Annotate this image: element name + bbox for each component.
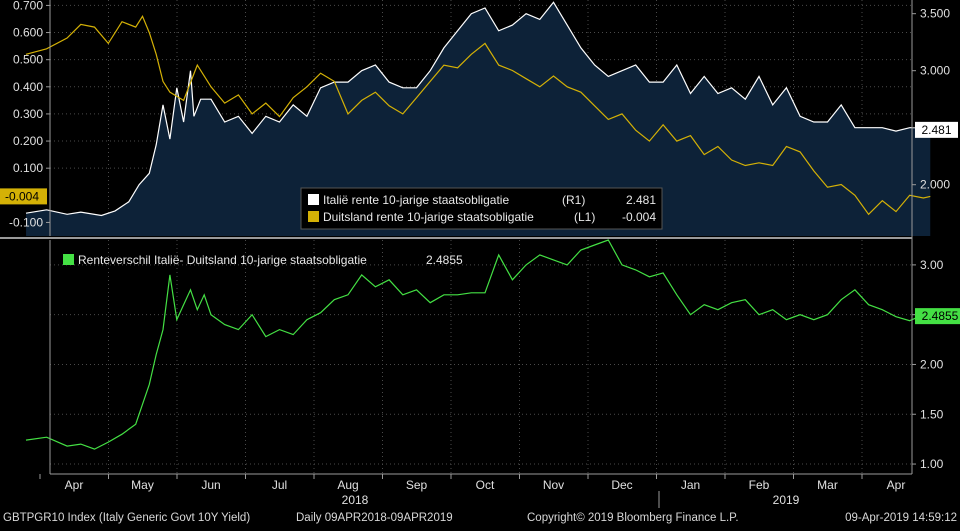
series-line-germany — [25, 15, 931, 216]
ytick-label-right-bottom: 3.00 — [920, 258, 944, 272]
legend-label-spread: Renteverschil Italië- Duitsland 10-jarig… — [78, 253, 367, 267]
xtick-label: Dec — [611, 478, 632, 492]
xtick-label: Mar — [817, 478, 838, 492]
last-value-italy-box — [915, 121, 958, 138]
last-value-spread: 2.4855 — [922, 309, 959, 323]
legend-swatch-italy — [308, 194, 319, 205]
legend-value-germany: -0.004 — [622, 210, 656, 224]
last-value-germany-box — [0, 188, 47, 205]
ytick-label-right-top: 2.000 — [920, 178, 950, 192]
year-label-2019: 2019 — [773, 493, 800, 507]
footer-range: Daily 09APR2018-09APR2019 — [296, 512, 453, 524]
ytick-label-left: 0.500 — [13, 53, 43, 67]
top-legend-box — [300, 187, 663, 230]
legend-value-italy: 2.481 — [626, 193, 656, 207]
ytick-label-left: 0.300 — [13, 107, 43, 121]
last-value-germany: -0.004 — [5, 189, 39, 203]
footer-timestamp: 09-Apr-2019 14:59:12 — [845, 512, 957, 524]
legend-axis-germany: (L1) — [574, 210, 595, 224]
legend-axis-italy: (R1) — [562, 193, 585, 207]
ytick-label-left: 0.700 — [13, 0, 43, 12]
series-line-spread — [25, 239, 931, 450]
xtick-label: May — [131, 478, 154, 492]
top-legend: Italië rente 10-jarige staatsobligatie (… — [300, 187, 663, 230]
last-value-italy: 2.481 — [921, 123, 951, 137]
footer-security: GBTPGR10 Index (Italy Generic Govt 10Y Y… — [3, 512, 250, 524]
xtick-label: Feb — [749, 478, 770, 492]
bottom-legend: Renteverschil Italië- Duitsland 10-jarig… — [63, 253, 463, 267]
ytick-label-right-bottom: 1.50 — [920, 407, 944, 421]
ytick-label-right-top: 3.000 — [920, 64, 950, 78]
legend-label-germany: Duitsland rente 10-jarige staatsobligati… — [323, 210, 534, 224]
ytick-label-left: 0.600 — [13, 26, 43, 40]
xtick-label: Jun — [201, 478, 220, 492]
xtick-label: Sep — [406, 478, 428, 492]
ytick-label-right-bottom: 1.00 — [920, 457, 944, 471]
series-area-italy — [26, 2, 931, 236]
ytick-label-left: 0.200 — [13, 134, 43, 148]
year-label-2018: 2018 — [342, 493, 369, 507]
legend-label-italy: Italië rente 10-jarige staatsobligatie — [323, 193, 509, 207]
xtick-label: Nov — [543, 478, 564, 492]
legend-swatch-spread — [63, 254, 74, 265]
last-value-spread-box — [915, 308, 960, 325]
ytick-label-right-bottom: 2.00 — [920, 357, 944, 371]
legend-value-spread: 2.4855 — [426, 253, 463, 267]
ytick-label-left: 0.100 — [13, 161, 43, 175]
xtick-label: Oct — [476, 478, 495, 492]
footer: GBTPGR10 Index (Italy Generic Govt 10Y Y… — [3, 512, 957, 524]
xtick-label: Jan — [681, 478, 700, 492]
xtick-label: Apr — [887, 478, 906, 492]
xtick-label: Jul — [272, 478, 287, 492]
xtick-label: Aug — [337, 478, 358, 492]
series-line-italy — [25, 1, 931, 217]
ytick-label-left: 0.400 — [13, 80, 43, 94]
footer-copyright: Copyright© 2019 Bloomberg Finance L.P. — [527, 512, 739, 524]
ytick-label-right-top: 3.500 — [920, 7, 950, 21]
ytick-label-left: -0.100 — [9, 215, 43, 229]
legend-swatch-germany — [308, 211, 319, 222]
xtick-label: Apr — [65, 478, 84, 492]
